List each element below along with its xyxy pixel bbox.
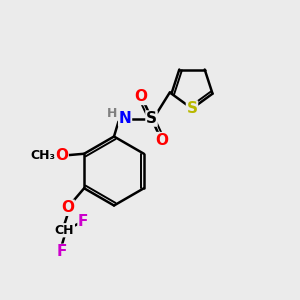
Text: F: F (56, 244, 67, 259)
Text: O: O (61, 200, 74, 215)
Text: S: S (146, 111, 157, 126)
Text: F: F (78, 214, 88, 229)
Text: CH₃: CH₃ (31, 149, 56, 162)
Text: O: O (36, 155, 37, 156)
Text: H: H (107, 107, 117, 120)
Text: S: S (187, 101, 197, 116)
Text: O: O (155, 133, 169, 148)
Text: O: O (134, 89, 148, 104)
Text: CH: CH (55, 224, 74, 237)
Text: methoxy: methoxy (38, 154, 44, 155)
Text: N: N (119, 111, 131, 126)
Text: O: O (55, 148, 68, 163)
